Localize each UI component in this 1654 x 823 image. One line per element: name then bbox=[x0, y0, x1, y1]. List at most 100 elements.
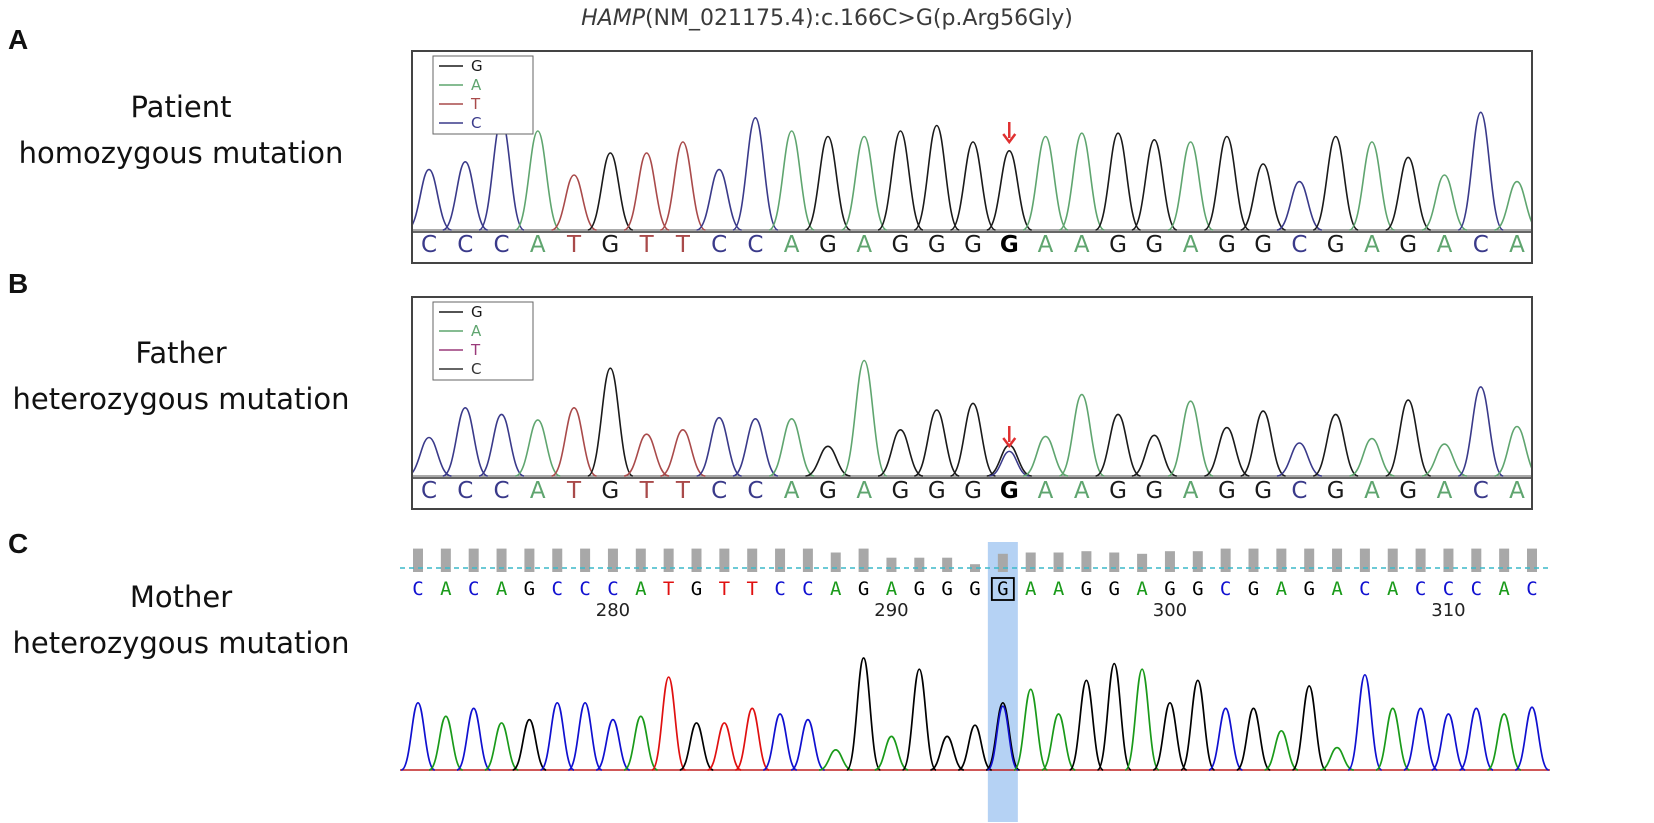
base-call: G bbox=[1327, 478, 1345, 504]
base-call: A bbox=[1509, 232, 1525, 258]
trace-peak-A bbox=[1486, 713, 1522, 771]
trace-legend bbox=[432, 55, 534, 135]
trace-peak-A bbox=[874, 735, 909, 771]
trace-peak-A bbox=[818, 748, 853, 771]
base-call: C bbox=[711, 478, 727, 504]
quality-bar bbox=[468, 548, 479, 572]
base-call: G bbox=[964, 232, 982, 258]
legend-label-C: C bbox=[471, 114, 481, 132]
quality-bar bbox=[1499, 548, 1510, 572]
base-call: C bbox=[1473, 478, 1489, 504]
trace-peak-T bbox=[659, 141, 706, 231]
base-call: C bbox=[1526, 578, 1537, 600]
trace-peak-C bbox=[442, 406, 489, 477]
quality-bar bbox=[635, 548, 646, 572]
base-call: G bbox=[892, 478, 910, 504]
position-tick-label: 300 bbox=[1153, 600, 1187, 621]
trace-peak-C bbox=[1457, 386, 1504, 477]
trace-peak-C bbox=[567, 701, 603, 771]
base-call: G bbox=[1254, 478, 1272, 504]
base-call: C bbox=[1471, 578, 1482, 600]
base-call: A bbox=[635, 578, 647, 600]
base-call: C bbox=[774, 578, 785, 600]
trace-peak-G bbox=[1131, 434, 1178, 477]
trace-peak-G bbox=[1312, 413, 1359, 477]
trace-peak-C bbox=[696, 168, 742, 231]
quality-bar bbox=[663, 548, 674, 572]
trace-peak-C bbox=[413, 436, 452, 477]
trace-peak-T bbox=[707, 722, 742, 771]
trace-peak-A bbox=[1421, 174, 1468, 231]
base-call: A bbox=[1437, 478, 1453, 504]
base-call: T bbox=[719, 578, 730, 600]
trace-peak-G bbox=[957, 724, 993, 771]
quality-bar bbox=[747, 548, 758, 572]
quality-bar bbox=[830, 552, 841, 572]
base-call: C bbox=[747, 478, 763, 504]
base-call: C bbox=[1220, 578, 1231, 600]
base-call: A bbox=[1437, 232, 1453, 258]
base-call: G bbox=[1109, 578, 1120, 600]
trace-peak-C bbox=[1457, 111, 1504, 231]
trace-peak-G bbox=[805, 445, 851, 477]
trace-peak-G bbox=[512, 718, 547, 771]
mutation-arrow-head bbox=[1002, 437, 1017, 449]
trace-peak-G bbox=[877, 428, 924, 477]
trace-peak-G bbox=[587, 367, 634, 477]
base-call: G bbox=[928, 232, 946, 258]
position-tick-label: 290 bbox=[874, 600, 908, 621]
trace-peak-C bbox=[1431, 713, 1466, 771]
trace-peak-A bbox=[1494, 180, 1531, 231]
trace-peak-G bbox=[1385, 156, 1432, 231]
trace-peak-A bbox=[1375, 707, 1411, 771]
base-call: A bbox=[1025, 578, 1037, 600]
quality-bar bbox=[552, 548, 563, 572]
mutated-base-call: G bbox=[997, 578, 1008, 600]
legend-label-G: G bbox=[471, 303, 483, 321]
base-call: G bbox=[1081, 578, 1092, 600]
base-call: C bbox=[421, 478, 437, 504]
base-call: G bbox=[892, 232, 910, 258]
quality-bar bbox=[942, 557, 953, 572]
base-call: G bbox=[1399, 232, 1417, 258]
trace-peak-secondary-C bbox=[989, 450, 1030, 477]
trace-peak-C bbox=[1276, 180, 1323, 231]
trace-peak-A bbox=[768, 130, 815, 231]
mutated-base-box bbox=[990, 577, 1015, 601]
quality-bar bbox=[1137, 553, 1148, 572]
trace-peak-C bbox=[456, 707, 492, 771]
base-call: G bbox=[1303, 578, 1314, 600]
base-call: C bbox=[802, 578, 813, 600]
quality-bar bbox=[802, 548, 813, 572]
legend-label-T: T bbox=[470, 341, 481, 359]
quality-bar bbox=[1304, 548, 1315, 572]
panel-b-sample: Father bbox=[135, 336, 227, 370]
trace-legend bbox=[432, 301, 534, 381]
trace-peak-G bbox=[1095, 132, 1141, 231]
trace-peak-A bbox=[1349, 141, 1395, 231]
base-call: A bbox=[1276, 578, 1288, 600]
trace-peak-G bbox=[913, 409, 960, 477]
trace-peak-C bbox=[442, 160, 489, 231]
trace-peak-C bbox=[1403, 707, 1439, 771]
base-call: T bbox=[566, 478, 582, 504]
trace-peak-G bbox=[846, 657, 882, 771]
trace-peak-G bbox=[1095, 413, 1141, 477]
panel-a-zygosity: homozygous mutation bbox=[18, 136, 344, 170]
base-call: A bbox=[1509, 478, 1525, 504]
panel-c-label: Mother heterozygous mutation bbox=[0, 574, 376, 666]
base-call: C bbox=[579, 578, 590, 600]
trace-peak-C bbox=[400, 701, 436, 771]
quality-bar bbox=[1220, 548, 1231, 572]
base-call: A bbox=[1364, 232, 1380, 258]
trace-peak-A bbox=[768, 417, 815, 477]
trace-peak-C bbox=[732, 116, 779, 231]
trace-peak-C bbox=[478, 413, 525, 477]
trace-peak-G bbox=[950, 141, 996, 231]
base-call: T bbox=[639, 232, 655, 258]
trace-peak-A bbox=[1167, 141, 1214, 231]
base-call: G bbox=[819, 232, 837, 258]
base-call: A bbox=[1498, 578, 1510, 600]
trace-peak-secondary-C bbox=[986, 705, 1019, 771]
